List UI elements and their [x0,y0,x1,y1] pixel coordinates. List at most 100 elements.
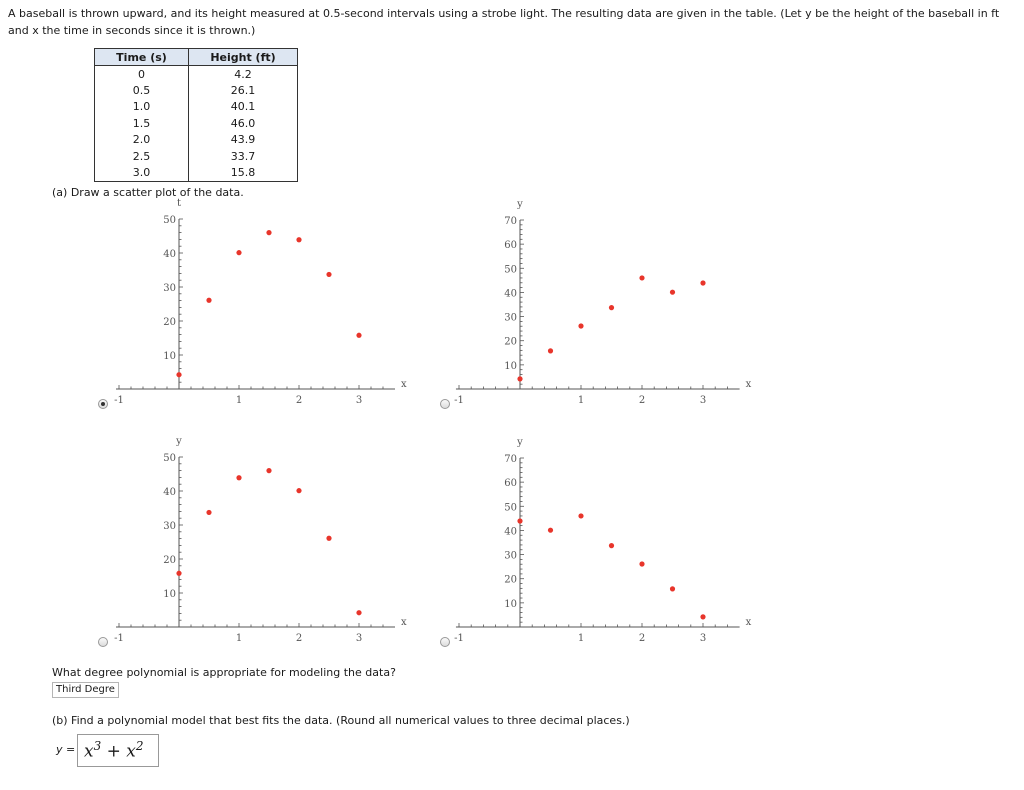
data-point [700,280,706,286]
data-point [639,275,645,281]
option-3-radio[interactable] [98,637,108,647]
y-tick-label: 50 [504,264,517,275]
x-tick-label: -1 [454,633,464,644]
y-equals-label: y = [56,743,76,756]
data-point [517,518,523,524]
x-tick-label: 3 [700,395,706,406]
data-point [356,610,362,616]
option-2-radio[interactable] [440,399,450,409]
height-cell: 4.2 [234,67,252,81]
x-tick-label: 2 [639,633,645,644]
table-row: 1.0 40.1 [94,98,298,116]
time-cell: 0.5 [94,82,189,99]
data-point [608,543,615,549]
y-tick-label: 20 [504,337,517,348]
option-4-radio[interactable] [440,637,450,647]
table-header-time: Time (s) [94,48,189,66]
y-tick-label: 30 [504,551,517,562]
data-point [326,535,332,541]
data-point [236,475,242,481]
data-point [176,372,182,378]
answer-term-1: x [84,741,94,762]
y-axis-label: y [175,436,182,447]
x-axis-label: x [401,379,407,390]
y-tick-label: 20 [163,555,176,566]
answer-term-2: x [126,741,136,762]
y-axis-label: y [516,437,523,448]
data-point [547,527,554,533]
x-tick-label: 1 [578,633,584,644]
data-point [326,271,332,278]
problem-intro: A baseball is thrown upward, and its hei… [8,7,1000,37]
x-tick-label: 3 [700,633,706,644]
x-axis-label: x [746,617,752,628]
data-point [296,488,302,494]
x-tick-label: 2 [639,395,645,406]
option-1-radio[interactable] [98,399,108,409]
x-tick-label: 1 [236,395,242,406]
x-axis-label: x [746,379,752,390]
height-cell: 46.0 [230,116,256,130]
y-tick-label: 20 [163,317,176,328]
part-b-label: (b) Find a polynomial model that best fi… [52,714,630,727]
data-point [266,468,272,474]
part-a-label: (a) Draw a scatter plot of the data. [52,186,244,199]
data-point [266,230,272,236]
x-tick-label: -1 [114,633,124,644]
y-tick-label: 10 [504,599,517,610]
scatter-option-2: -1 1 2 3 10 20 30 40 50 60 70 x y [454,199,752,406]
degree-question: What degree polynomial is appropriate fo… [52,666,396,679]
answer-exponent-1: 3 [93,739,102,753]
y-tick-label: 40 [504,526,517,537]
table-row: 0 4.2 [94,65,298,83]
data-point [296,237,302,243]
data-table: Time (s) Height (ft) 0 4.2 0.5 26.1 1.0 40.… [94,48,298,182]
y-tick-label: 50 [163,215,176,226]
table-row: 0.5 26.1 [94,82,298,99]
time-cell: 2.0 [94,131,189,148]
table-header-height: Height (ft) [188,48,298,66]
data-point [176,570,182,576]
height-cell: 26.1 [230,84,256,98]
y-tick-label: 60 [504,240,517,251]
x-tick-label: -1 [454,395,464,406]
data-point [608,305,615,311]
x-axis-label: x [401,617,407,628]
x-tick-label: 1 [578,395,584,406]
scatter-option-4: -1 1 2 3 10 20 30 40 50 60 70 x y [454,437,752,644]
height-cell: 43.9 [230,133,256,147]
y-tick-label: 70 [504,216,517,227]
time-cell: 3.0 [94,164,189,182]
table-row: 1.5 46.0 [94,115,298,132]
y-tick-label: 50 [504,502,517,513]
scatter-option-3: -1 1 2 3 10 20 30 40 50 x y [114,436,407,644]
x-tick-label: 3 [356,633,362,644]
x-tick-label: 3 [356,395,362,406]
data-point [669,586,676,592]
data-point [578,513,584,519]
y-tick-label: 40 [163,487,176,498]
y-tick-label: 40 [504,288,517,299]
polynomial-answer-field[interactable]: x3 + x2 [77,734,159,767]
data-point [578,323,584,329]
scatter-option-1: -1 1 2 3 10 20 30 40 50 x t [114,198,407,406]
data-point [669,289,676,295]
y-tick-label: 30 [163,283,176,294]
height-cell: 15.8 [230,166,256,180]
degree-answer-field[interactable]: Third Degre [52,682,119,698]
data-point [236,250,242,256]
answer-exponent-2: 2 [135,739,144,753]
y-tick-label: 50 [163,453,176,464]
data-point [639,561,645,567]
height-cell: 33.7 [230,149,256,163]
x-tick-label: 1 [236,633,242,644]
y-tick-label: 30 [163,521,176,532]
y-tick-label: 70 [504,454,517,465]
y-axis-label: y [516,199,523,210]
y-tick-label: 10 [163,589,176,600]
y-axis-label: t [177,198,181,209]
y-tick-label: 40 [163,249,176,260]
time-cell: 1.5 [94,115,189,132]
data-point [206,297,212,303]
time-cell: 2.5 [94,147,189,165]
